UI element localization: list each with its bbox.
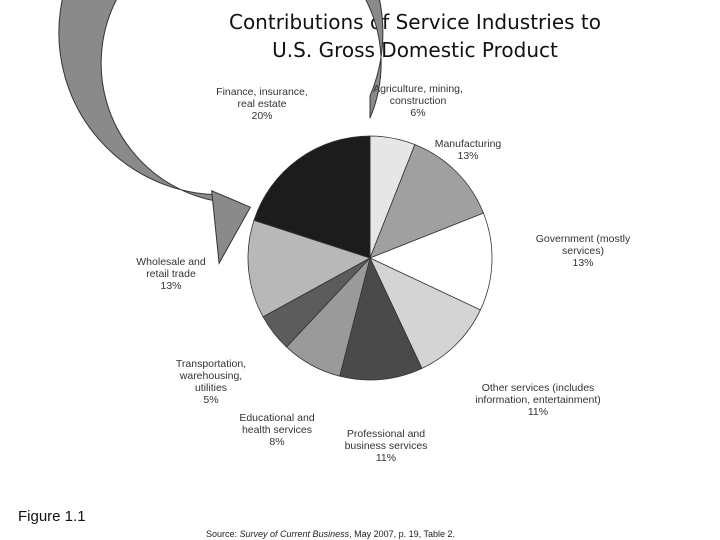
slice-category-label: real estate: [237, 98, 286, 110]
slice-value-label: 13%: [572, 257, 593, 269]
slice-value-label: 11%: [528, 406, 548, 418]
pie-slice-professional-and: [339, 256, 423, 381]
chart-title-line-2: U.S. Gross Domestic Product: [272, 38, 558, 62]
source-publication: Survey of Current Business: [239, 529, 350, 539]
slice-value-label: 5%: [203, 394, 218, 406]
pie-slice-government-mostly: [368, 212, 493, 311]
chart-title-line-1: Contributions of Service Industries to: [228, 10, 601, 34]
slice-category-label: Wholesale and: [136, 256, 206, 268]
slice-category-label: information, entertainment): [475, 394, 600, 406]
slice-category-label: Agriculture, mining,: [373, 83, 463, 95]
slice-value-label: 11%: [376, 452, 396, 464]
pie-slice-manufacturing: [369, 144, 484, 259]
slice-category-label: Educational and: [239, 412, 314, 424]
source-prefix: Source:: [206, 529, 240, 539]
slice-category-label: Transportation,: [176, 358, 246, 370]
arrow-head: [211, 190, 252, 265]
slice-value-label: 8%: [269, 436, 284, 448]
slice-value-label: 6%: [410, 107, 425, 119]
circular-arrow: [58, 0, 384, 265]
slice-category-label: Finance, insurance,: [216, 86, 308, 98]
source-note: Source: Survey of Current Business, May …: [206, 529, 455, 539]
slice-category-label: Government (mostly: [536, 233, 631, 245]
source-suffix: , May 2007, p. 19, Table 2.: [349, 529, 455, 539]
figure-label: Figure 1.1: [18, 508, 86, 525]
slice-category-label: Manufacturing: [435, 138, 502, 150]
slice-category-label: warehousing,: [179, 370, 242, 382]
slice-value-label: 20%: [251, 110, 272, 122]
slice-category-label: health services: [242, 424, 312, 436]
pie-slice-finance-insurance: [253, 135, 371, 259]
arrow-band: [58, 0, 384, 204]
slice-category-label: services): [562, 245, 604, 257]
slice-category-label: business services: [345, 440, 428, 452]
slice-category-label: Other services (includes: [482, 382, 595, 394]
pie-slice-other-services-includes: [369, 257, 481, 369]
slice-category-label: retail trade: [146, 268, 196, 280]
pie-slice-wholesale-and: [247, 219, 372, 318]
slice-value-label: 13%: [457, 150, 478, 162]
slice-category-label: construction: [390, 95, 447, 107]
slice-category-label: Professional and: [347, 428, 425, 440]
slice-category-label: utilities: [195, 382, 227, 394]
chart-title: Contributions of Service Industries to U…: [0, 8, 720, 64]
pie-slices: [247, 135, 493, 381]
slice-value-label: 13%: [160, 280, 181, 292]
